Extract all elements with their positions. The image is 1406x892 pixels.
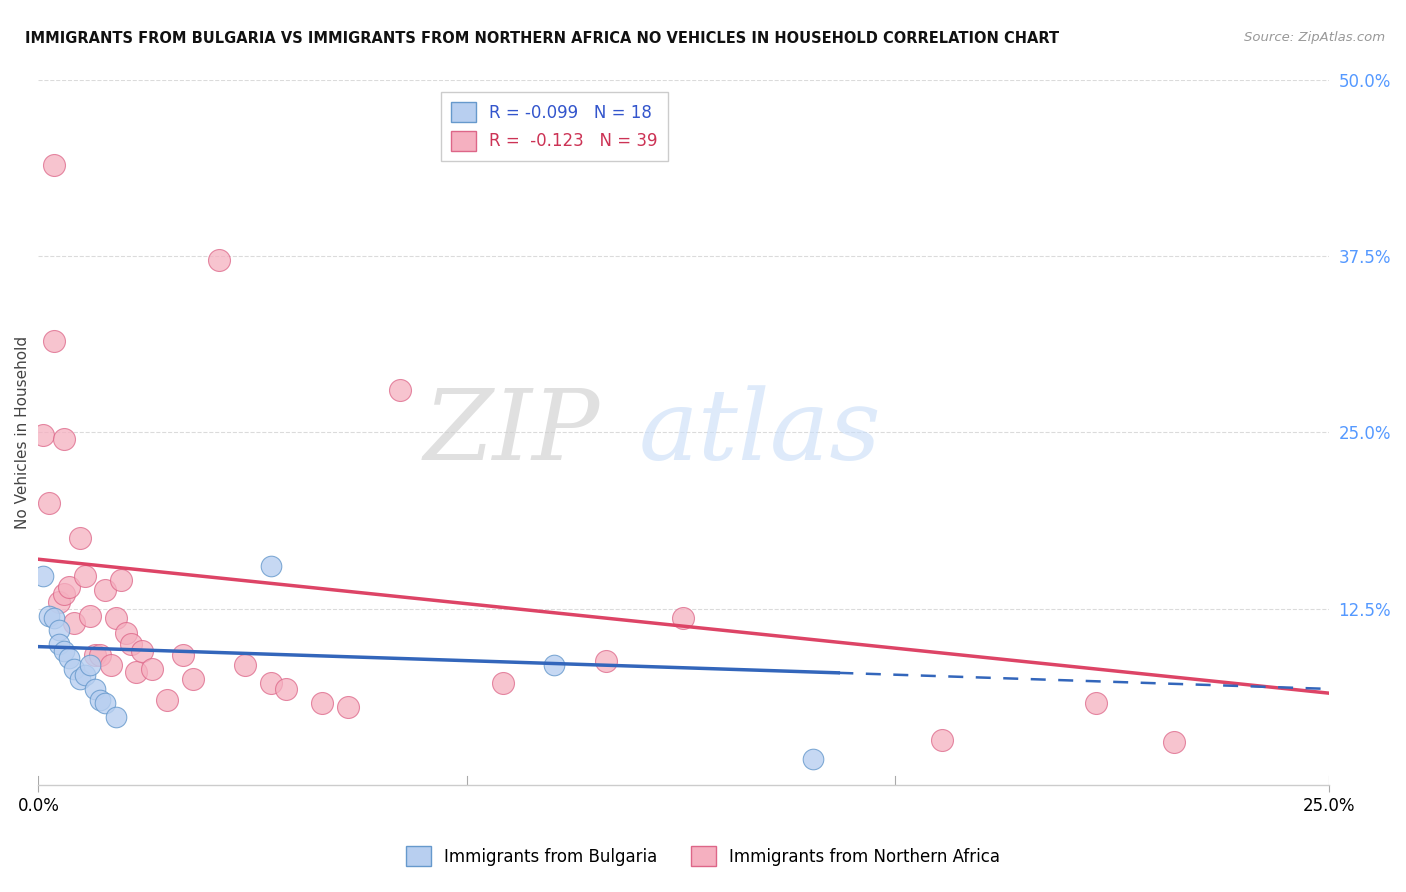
Point [131, 644, 153, 658]
Point [69, 531, 91, 545]
Point [492, 676, 515, 690]
Point [104, 710, 127, 724]
Point [42, 157, 65, 171]
Point [259, 676, 281, 690]
Point [672, 611, 695, 625]
Text: atlas: atlas [638, 384, 882, 480]
Point [89, 693, 111, 707]
Point [42, 611, 65, 625]
Point [208, 253, 231, 268]
Point [115, 625, 138, 640]
Legend: Immigrants from Bulgaria, Immigrants from Northern Africa: Immigrants from Bulgaria, Immigrants fro… [399, 839, 1007, 873]
Point [141, 662, 163, 676]
Point [801, 752, 824, 766]
Legend: R = -0.099   N = 18, R =  -0.123   N = 39: R = -0.099 N = 18, R = -0.123 N = 39 [441, 92, 668, 161]
Point [337, 700, 360, 714]
Point [84, 681, 107, 696]
Point [48, 594, 70, 608]
Text: IMMIGRANTS FROM BULGARIA VS IMMIGRANTS FROM NORTHERN AFRICA NO VEHICLES IN HOUSE: IMMIGRANTS FROM BULGARIA VS IMMIGRANTS F… [25, 31, 1060, 46]
Point [58, 581, 80, 595]
Point [233, 657, 256, 672]
Point [73, 668, 96, 682]
Point [32, 569, 55, 583]
Point [172, 648, 194, 662]
Point [42, 334, 65, 348]
Point [38, 608, 60, 623]
Point [181, 672, 204, 686]
Point [1085, 696, 1108, 710]
Point [32, 428, 55, 442]
Point [53, 644, 76, 658]
Text: ZIP: ZIP [423, 384, 599, 480]
Point [1163, 735, 1185, 749]
Point [931, 732, 953, 747]
Point [100, 657, 122, 672]
Point [73, 569, 96, 583]
Point [63, 615, 86, 630]
Point [104, 611, 127, 625]
Point [543, 657, 565, 672]
Point [595, 654, 617, 668]
Point [94, 696, 117, 710]
Point [259, 559, 281, 574]
Point [388, 383, 411, 397]
Point [94, 583, 117, 598]
Point [156, 693, 179, 707]
Point [84, 648, 107, 662]
Point [38, 496, 60, 510]
Point [58, 651, 80, 665]
Point [79, 608, 101, 623]
Point [274, 681, 297, 696]
Point [120, 637, 142, 651]
Point [48, 623, 70, 637]
Text: Source: ZipAtlas.com: Source: ZipAtlas.com [1244, 31, 1385, 45]
Point [110, 574, 132, 588]
Point [311, 696, 333, 710]
Point [53, 587, 76, 601]
Y-axis label: No Vehicles in Household: No Vehicles in Household [15, 335, 30, 529]
Point [63, 662, 86, 676]
Point [48, 637, 70, 651]
Point [79, 657, 101, 672]
Point [89, 648, 111, 662]
Point [125, 665, 148, 679]
Point [69, 672, 91, 686]
Point [53, 433, 76, 447]
